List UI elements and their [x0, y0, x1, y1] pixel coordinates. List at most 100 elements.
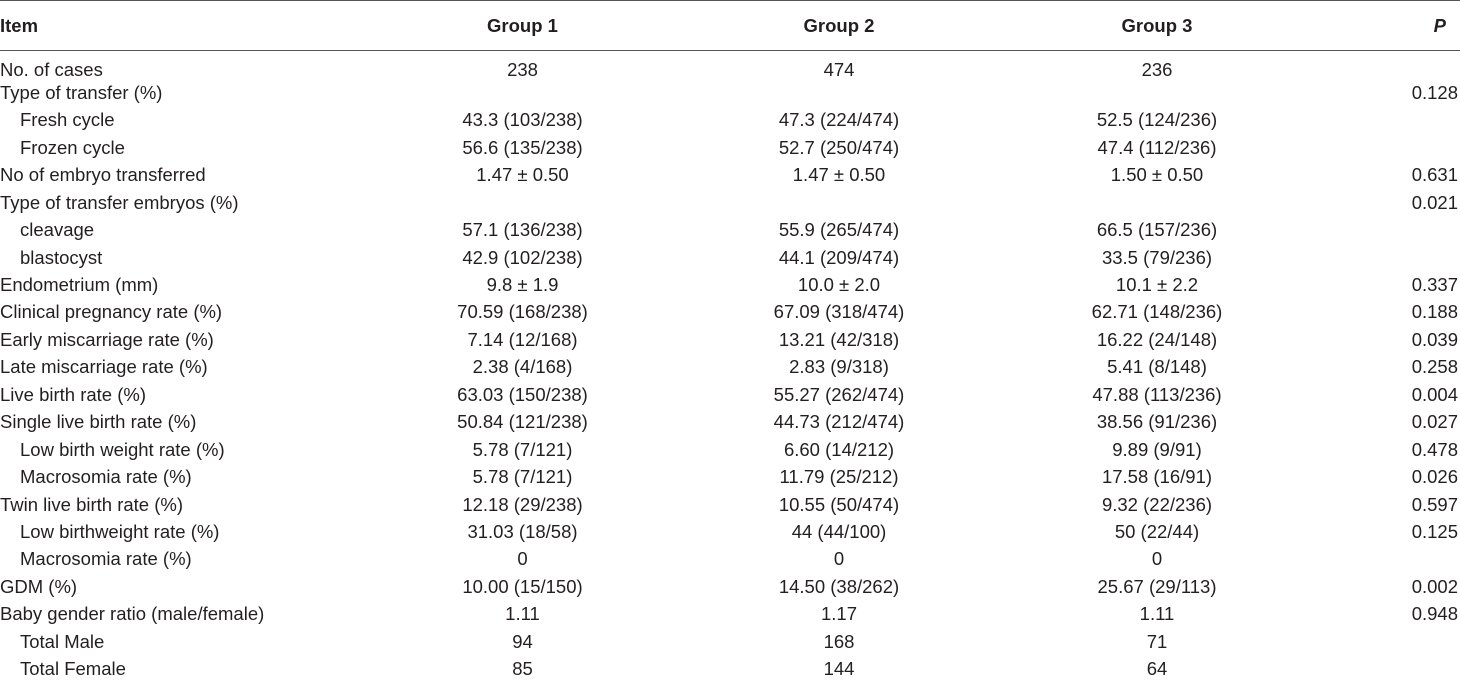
- cell-group-1: 85: [512, 658, 533, 680]
- row-label: blastocyst: [20, 246, 103, 268]
- cell-group-1: 42.9 (102/238): [462, 246, 583, 268]
- table-body: No. of cases 238 474 236 Type of transfer (%…: [0, 51, 1460, 684]
- row-label: Total Male: [20, 630, 105, 652]
- row-label: Type of transfer embryos (%): [0, 191, 239, 213]
- cell-group-3: 16.22 (24/148): [1096, 328, 1218, 350]
- cell-p-value: 0.597: [1411, 493, 1458, 515]
- table-row: blastocyst 42.9 (102/238) 44.1 (209/474) 33…: [0, 244, 1460, 271]
- cell-group-2: 1.17: [820, 603, 857, 625]
- table-row: Twin live birth rate (%) 12.18 (29/238) 10…: [0, 491, 1460, 518]
- cell-group-3: 66.5 (157/236): [1096, 219, 1218, 241]
- cell-group-2: 1.47 ± 0.50: [792, 164, 886, 186]
- cell-group-3: 62.71 (148/236): [1091, 301, 1223, 323]
- cell-group-1: 0: [517, 548, 528, 570]
- cell-group-3: 17.58 (16/91): [1101, 466, 1213, 488]
- cell-group-3: 9.32 (22/236): [1101, 493, 1213, 515]
- cell-group-1: 7.14 (12/168): [467, 328, 578, 350]
- table-row: Total Male 94 168 71: [0, 628, 1460, 655]
- cell-group-3: 5.41 (8/148): [1107, 356, 1207, 378]
- table-row: cleavage 57.1 (136/238) 55.9 (265/474) 66.5…: [0, 217, 1460, 244]
- cell-group-2: 55.9 (265/474): [778, 219, 900, 241]
- table-header: Item Group 1 Group 2 Group 3 P: [0, 0, 1460, 51]
- row-label: GDM (%): [0, 575, 78, 597]
- row-label: Late miscarriage rate (%): [0, 356, 208, 378]
- cell-p-value: 0.948: [1411, 603, 1458, 625]
- cell-group-2: [680, 189, 998, 216]
- cell-p-value: 0.039: [1411, 328, 1458, 350]
- cell-group-1: 12.18 (29/238): [462, 493, 583, 515]
- cell-group-2: 11.79 (25/212): [779, 466, 899, 488]
- row-label: Baby gender ratio (male/female): [0, 603, 265, 625]
- table-row: Low birthweight rate (%) 31.03 (18/58) 44 …: [0, 519, 1460, 546]
- table-row: Total Female 85 144 64: [0, 656, 1460, 683]
- cell-group-3: 52.5 (124/236): [1096, 109, 1218, 131]
- header-group-1: Group 1: [365, 0, 680, 51]
- cell-group-1: 5.78 (7/121): [472, 438, 573, 460]
- cell-group-3: 0: [1151, 548, 1163, 570]
- cell-p-value: 0.026: [1411, 466, 1458, 488]
- cell-group-1: 57.1 (136/238): [462, 219, 583, 241]
- header-row: Item Group 1 Group 2 Group 3 P: [0, 0, 1460, 51]
- row-label: Macrosomia rate (%): [20, 548, 192, 570]
- cell-group-2: 168: [823, 630, 855, 652]
- table-row: Single live birth rate (%) 50.84 (121/238…: [0, 409, 1460, 436]
- cell-p-value: [1316, 134, 1460, 161]
- table-row: Fresh cycle 43.3 (103/238) 47.3 (224/474) 5…: [0, 107, 1460, 134]
- cell-p-value: 0.478: [1411, 438, 1458, 460]
- cell-p-value: 0.004: [1411, 383, 1458, 405]
- table-row: Endometrium (mm) 9.8 ± 1.9 10.0 ± 2.0 10.1 …: [0, 272, 1460, 299]
- cell-group-2: 14.50 (38/262): [778, 575, 900, 597]
- table-row: Late miscarriage rate (%) 2.38 (4/168) 2.8…: [0, 354, 1460, 381]
- row-label: Fresh cycle: [20, 109, 115, 131]
- row-label: No of embryo transferred: [0, 164, 206, 186]
- table-row: Type of transfer embryos (%) 0.021: [0, 189, 1460, 216]
- cell-group-1: 56.6 (135/238): [462, 136, 583, 158]
- cell-p-value: [1316, 244, 1460, 271]
- cell-group-2: 67.09 (318/474): [773, 301, 905, 323]
- table-row: GDM (%) 10.00 (15/150) 14.50 (38/262) 25.67…: [0, 573, 1460, 600]
- cell-group-1: 10.00 (15/150): [462, 575, 583, 597]
- cell-p-value: 0.021: [1411, 191, 1458, 213]
- row-label: Clinical pregnancy rate (%): [0, 301, 223, 323]
- cell-group-3: 25.67 (29/113): [1097, 575, 1217, 597]
- cell-group-2: 144: [823, 658, 855, 680]
- cell-group-2: 10.55 (50/474): [778, 493, 900, 515]
- cell-group-2: 47.3 (224/474): [778, 109, 900, 131]
- cell-group-2: 13.21 (42/318): [778, 328, 900, 350]
- cell-group-1: 1.11: [505, 603, 540, 625]
- row-label: Total Female: [20, 658, 126, 680]
- cell-group-3: 1.11: [1139, 603, 1175, 625]
- cell-group-3: 236: [1141, 59, 1173, 80]
- cell-group-1: 31.03 (18/58): [467, 520, 578, 542]
- cell-group-1: [365, 189, 680, 216]
- cell-group-3: 71: [1146, 630, 1168, 652]
- cell-group-3: [998, 80, 1316, 107]
- cell-p-value: 0.002: [1411, 575, 1458, 597]
- cell-group-2: 44.1 (209/474): [778, 246, 900, 268]
- cell-group-1: 70.59 (168/238): [457, 301, 588, 323]
- row-label: Type of transfer (%): [0, 81, 163, 103]
- cell-group-1: 238: [507, 59, 538, 80]
- cell-group-3: [998, 189, 1316, 216]
- cell-group-3: 50 (22/44): [1114, 520, 1200, 542]
- table-row: No. of cases 238 474 236: [0, 51, 1460, 80]
- table-row: Baby gender ratio (male/female) 1.11 1.17 1…: [0, 601, 1460, 628]
- cell-p-value: [1316, 107, 1460, 134]
- row-label: Twin live birth rate (%): [0, 493, 183, 515]
- cell-group-1: 43.3 (103/238): [462, 109, 583, 131]
- cell-group-2: 10.0 ± 2.0: [797, 274, 881, 296]
- cell-group-2: 474: [823, 59, 855, 80]
- header-group-2: Group 2: [680, 0, 998, 51]
- header-item: Item: [0, 0, 365, 51]
- header-group-3: Group 3: [998, 0, 1316, 51]
- table-row: Type of transfer (%) 0.128: [0, 80, 1460, 107]
- row-label: Macrosomia rate (%): [20, 466, 192, 488]
- table-row: No of embryo transferred 1.47 ± 0.50 1.47 …: [0, 162, 1460, 189]
- cell-group-3: 33.5 (79/236): [1101, 246, 1213, 268]
- table-row: Early miscarriage rate (%) 7.14 (12/168) 1…: [0, 326, 1460, 353]
- cell-p-value: 0.337: [1411, 274, 1458, 296]
- cell-group-1: 5.78 (7/121): [472, 466, 573, 488]
- row-label: Low birth weight rate (%): [20, 438, 225, 460]
- cell-group-1: 1.47 ± 0.50: [476, 164, 569, 186]
